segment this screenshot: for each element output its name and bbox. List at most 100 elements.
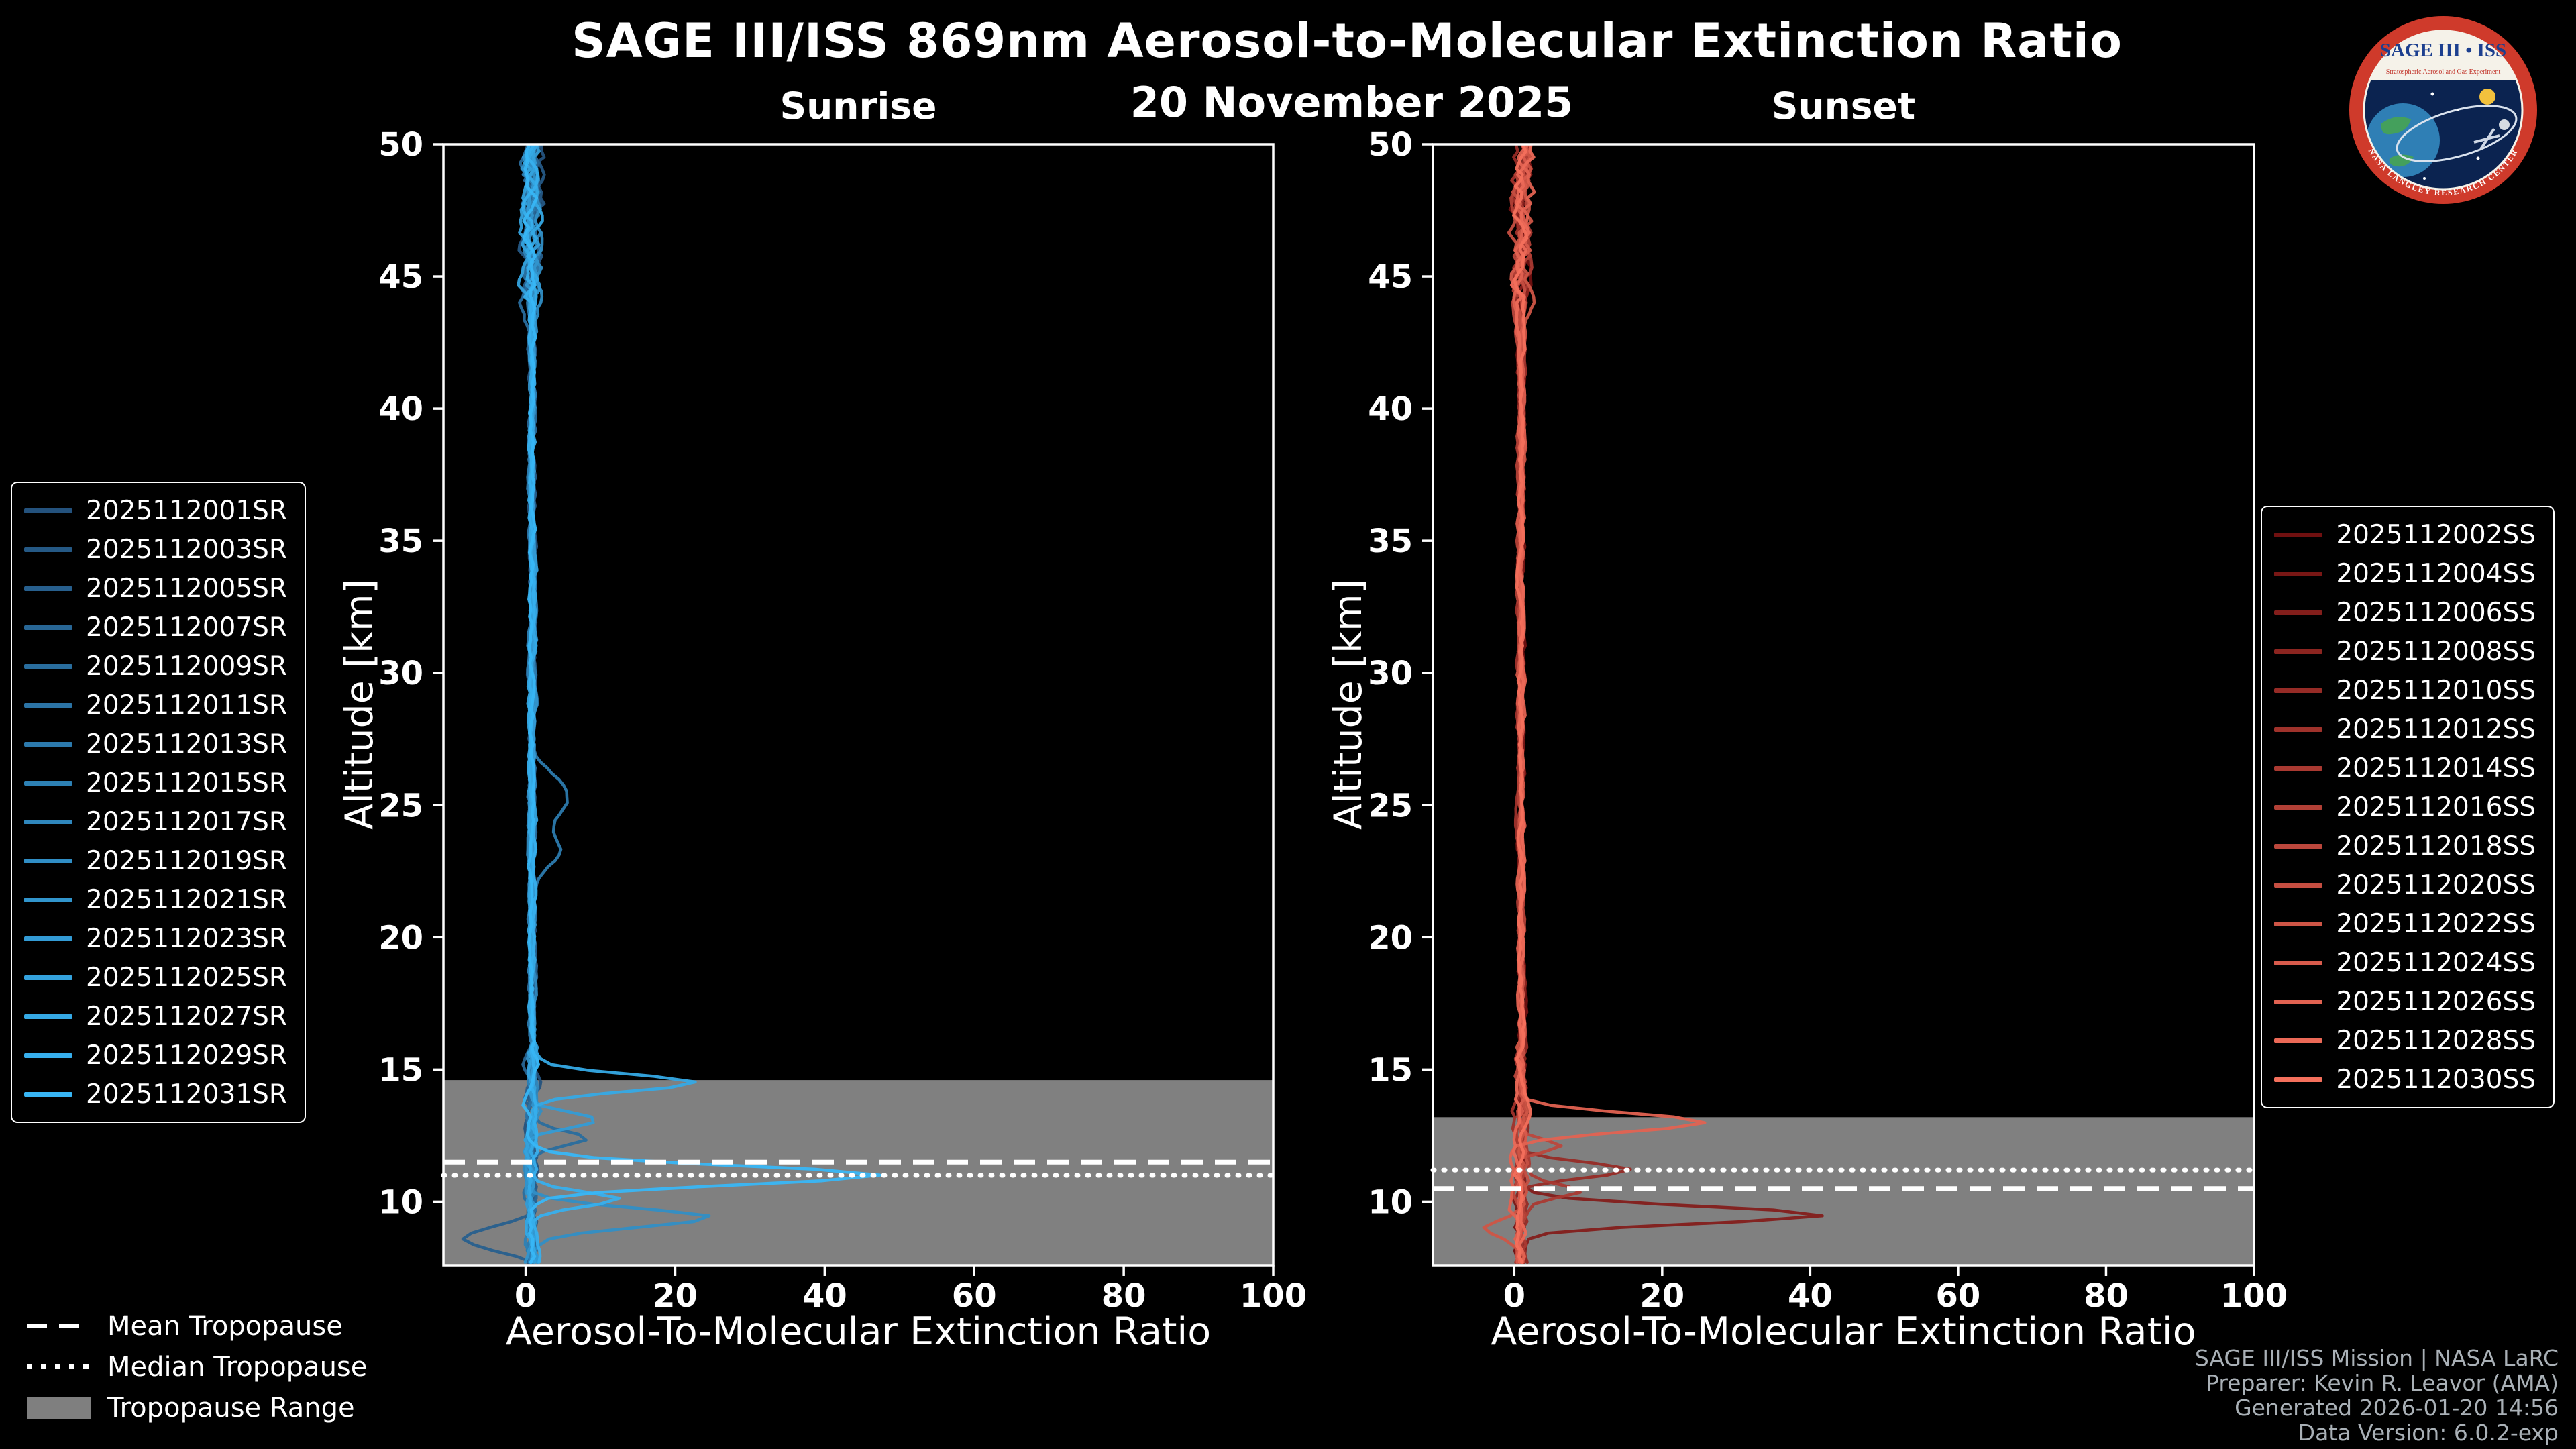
- sunrise-y-tick-label: 10: [378, 1183, 423, 1221]
- legend-item-2025112019SR: 2025112019SR: [24, 841, 287, 880]
- legend-label: 2025112028SS: [2336, 1025, 2536, 1056]
- legend-item-2025112016SS: 2025112016SS: [2274, 788, 2536, 826]
- tropopause-legend: Mean Tropopause Median Tropopause Tropop…: [27, 1305, 367, 1428]
- legend-label: 2025112010SS: [2336, 675, 2536, 706]
- legend-line-sample: [24, 858, 72, 863]
- legend-line-sample: [24, 975, 72, 980]
- sunset-x-tick-label: 60: [1936, 1277, 1981, 1315]
- legend-label: 2025112015SR: [86, 767, 287, 798]
- legend-line-sample: [2274, 688, 2323, 693]
- legend-label: 2025112017SR: [86, 806, 287, 837]
- legend-label: 2025112022SS: [2336, 908, 2536, 939]
- legend-label: 2025112031SR: [86, 1079, 287, 1110]
- panel-title-sunrise: Sunrise: [780, 85, 937, 127]
- legend-item-2025112003SR: 2025112003SR: [24, 530, 287, 569]
- legend-item-2025112021SR: 2025112021SR: [24, 880, 287, 919]
- sunset-y-tick-label: 40: [1368, 390, 1413, 428]
- sunset-y-tick-label: 50: [1368, 126, 1413, 164]
- sunrise-y-tick-label: 20: [378, 919, 423, 957]
- sunset-tropopause-range: [1433, 1117, 2254, 1265]
- legend-label: 2025112025SR: [86, 962, 287, 993]
- legend-label: 2025112018SS: [2336, 830, 2536, 861]
- sunset-plot-frame: [1432, 143, 2255, 1267]
- legend-label: 2025112026SS: [2336, 986, 2536, 1017]
- legend-line-sample: [2274, 882, 2323, 888]
- legend-label: 2025112001SR: [86, 495, 287, 526]
- tropopause-range-patch-sample: [27, 1397, 91, 1419]
- y-axis-label-sunrise: Altitude [km]: [337, 579, 382, 830]
- legend-line-sample: [2274, 843, 2323, 849]
- sunset-profile-2025112028SS: [1510, 144, 1536, 1264]
- sunset-y-tick-label: 20: [1368, 919, 1413, 957]
- legend-line-sample: [24, 547, 72, 552]
- legend-item-2025112031SR: 2025112031SR: [24, 1075, 287, 1114]
- legend-line-sample: [24, 897, 72, 902]
- legend-item-2025112002SS: 2025112002SS: [2274, 515, 2536, 554]
- legend-line-sample: [2274, 960, 2323, 965]
- legend-item-2025112013SR: 2025112013SR: [24, 724, 287, 763]
- legend-label: 2025112029SR: [86, 1040, 287, 1071]
- sunrise-x-tick-label: 0: [515, 1277, 537, 1315]
- legend-label: 2025112013SR: [86, 729, 287, 759]
- figure-date: 20 November 2025: [1130, 78, 1574, 127]
- logo-subtitle: Stratospheric Aerosol and Gas Experiment: [2386, 68, 2501, 76]
- legend-item-2025112012SS: 2025112012SS: [2274, 710, 2536, 749]
- legend-line-sample: [2274, 921, 2323, 926]
- legend-line-sample: [24, 508, 72, 513]
- legend-item-2025112023SR: 2025112023SR: [24, 919, 287, 958]
- y-axis-label-sunset: Altitude [km]: [1326, 579, 1371, 830]
- legend-item-2025112011SR: 2025112011SR: [24, 686, 287, 724]
- sunrise-y-tick-label: 35: [378, 523, 423, 560]
- legend-line-sample: [2274, 649, 2323, 654]
- mean-tropopause-label: Mean Tropopause: [107, 1310, 343, 1342]
- legend-line-sample: [24, 819, 72, 824]
- legend-label: 2025112020SS: [2336, 869, 2536, 900]
- legend-line-sample: [24, 1091, 72, 1097]
- legend-item-2025112008SS: 2025112008SS: [2274, 632, 2536, 671]
- legend-line-sample: [2274, 727, 2323, 732]
- legend-line-sample: [24, 936, 72, 941]
- legend-item-2025112017SR: 2025112017SR: [24, 802, 287, 841]
- panel-title-sunset: Sunset: [1771, 85, 1916, 127]
- mean-tropopause-legend-item: Mean Tropopause: [27, 1305, 367, 1346]
- sunrise-x-tick-label: 60: [952, 1277, 997, 1315]
- panel-sunrise: 10 15 20 25 30 35 40 45 50 0 20 40 60 80 100: [378, 126, 1307, 1315]
- legend-line-sample: [2274, 571, 2323, 576]
- logo-moon-icon: [2499, 119, 2510, 130]
- legend-item-2025112020SS: 2025112020SS: [2274, 865, 2536, 904]
- legend-item-2025112027SR: 2025112027SR: [24, 997, 287, 1036]
- sunrise-y-tick-label: 30: [378, 655, 423, 692]
- legend-label: 2025112030SS: [2336, 1064, 2536, 1095]
- sunset-legend: 2025112002SS 2025112004SS 2025112006SS 2025…: [2261, 506, 2555, 1108]
- legend-label: 2025112011SR: [86, 690, 287, 720]
- legend-item-2025112026SS: 2025112026SS: [2274, 982, 2536, 1021]
- logo-orbit: [2396, 105, 2518, 162]
- legend-label: 2025112006SS: [2336, 597, 2536, 628]
- legend-line-sample: [24, 1053, 72, 1058]
- legend-line-sample: [24, 586, 72, 591]
- sunrise-y-tick-label: 25: [378, 787, 423, 824]
- legend-line-sample: [24, 702, 72, 708]
- legend-item-2025112022SS: 2025112022SS: [2274, 904, 2536, 943]
- median-tropopause-legend-item: Median Tropopause: [27, 1346, 367, 1387]
- legend-line-sample: [24, 663, 72, 669]
- legend-line-sample: [2274, 610, 2323, 615]
- sunrise-x-tick-label: 20: [653, 1277, 698, 1315]
- logo-iss-icon: [2473, 127, 2500, 150]
- sunrise-x-tick-label: 80: [1102, 1277, 1146, 1315]
- legend-line-sample: [2274, 804, 2323, 810]
- legend-label: 2025112007SR: [86, 612, 287, 643]
- credit-generated: Generated 2026-01-20 14:56: [2235, 1395, 2559, 1421]
- sunset-x-tick-label: 100: [2220, 1277, 2288, 1315]
- legend-label: 2025112012SS: [2336, 714, 2536, 745]
- legend-item-2025112030SS: 2025112030SS: [2274, 1060, 2536, 1099]
- tropopause-range-label: Tropopause Range: [107, 1392, 355, 1424]
- sunrise-y-tick-label: 40: [378, 390, 423, 428]
- legend-item-2025112001SR: 2025112001SR: [24, 491, 287, 530]
- legend-label: 2025112021SR: [86, 884, 287, 915]
- legend-item-2025112028SS: 2025112028SS: [2274, 1021, 2536, 1060]
- sunrise-plot-frame: [442, 143, 1275, 1267]
- credit-mission: SAGE III/ISS Mission | NASA LaRC: [2194, 1345, 2559, 1371]
- credit-version: Data Version: 6.0.2-exp: [2298, 1419, 2559, 1446]
